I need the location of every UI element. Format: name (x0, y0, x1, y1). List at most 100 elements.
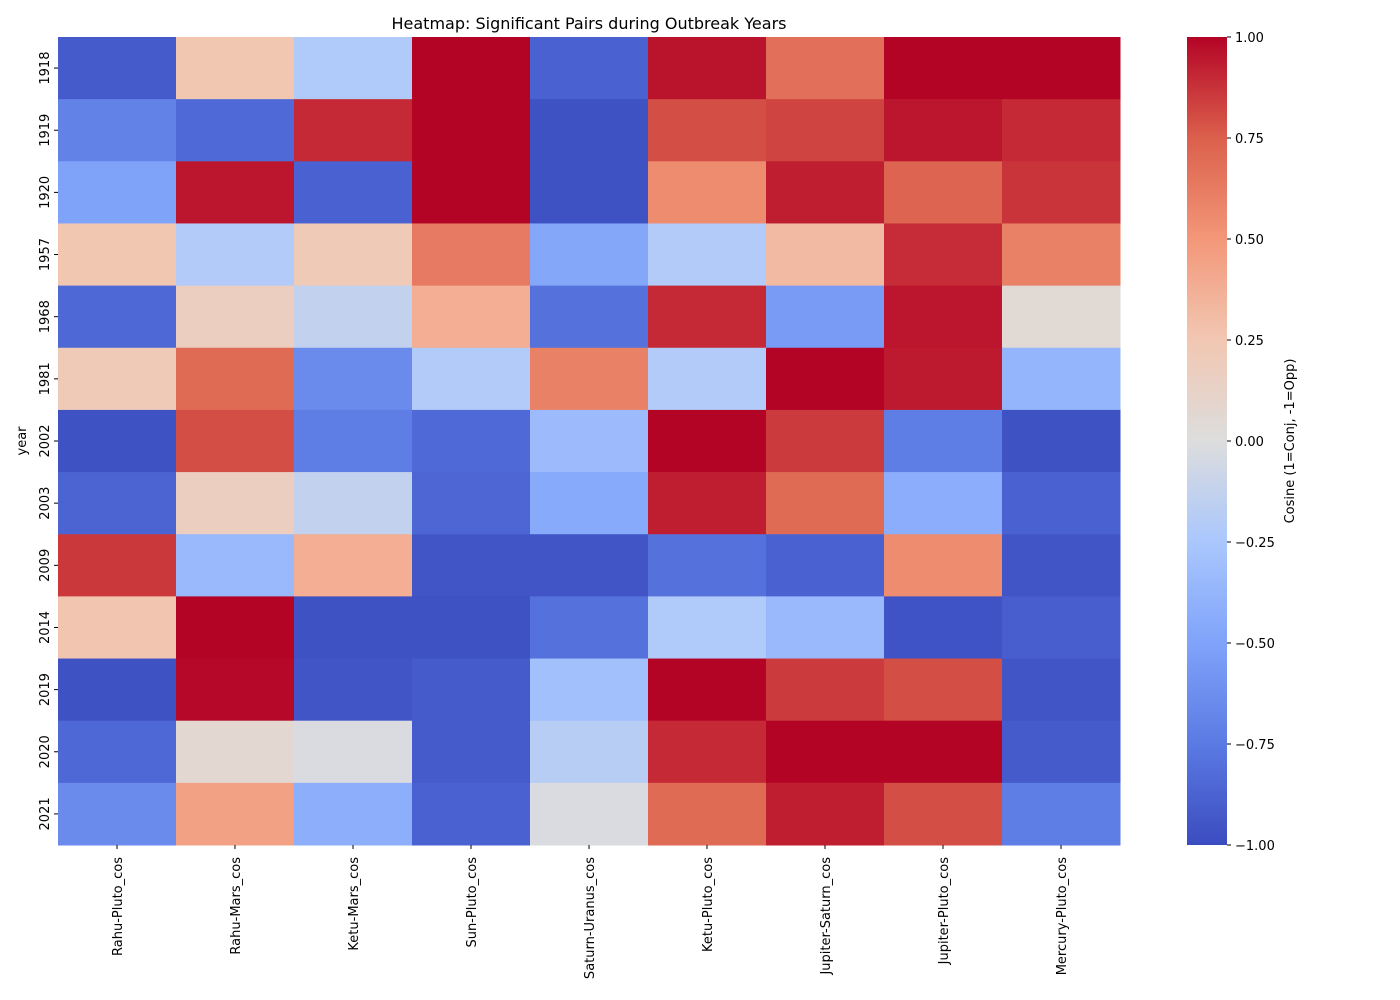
heatmap-cell (648, 161, 767, 224)
heatmap-cell (884, 161, 1003, 224)
heatmap-cell (412, 534, 531, 597)
heatmap-cell (766, 347, 885, 411)
heatmap-cell (530, 782, 649, 846)
heatmap-cell (530, 347, 649, 411)
heatmap-cell (884, 782, 1003, 846)
y-tick-label: 1919 (38, 114, 53, 147)
y-tick-label: 2021 (38, 797, 53, 830)
heatmap-cell (884, 720, 1003, 784)
y-tick-label: 2003 (38, 487, 53, 520)
heatmap-cell (294, 782, 413, 846)
x-tick-label: Ketu-Mars_cos (347, 857, 362, 951)
heatmap-cell (766, 285, 885, 349)
colorbar-tick-label: −1.00 (1235, 839, 1275, 854)
heatmap-cell (176, 223, 295, 287)
heatmap-cell (766, 409, 885, 473)
colorbar-tick-label: −0.50 (1235, 637, 1275, 652)
heatmap-cell (294, 534, 413, 597)
heatmap-cell (412, 472, 531, 535)
colorbar-gradient (1187, 37, 1227, 845)
heatmap-cell (294, 409, 413, 473)
heatmap-cell (294, 99, 413, 162)
heatmap-cell (1002, 658, 1121, 722)
y-tick-label: 2002 (38, 424, 53, 457)
heatmap-cell (884, 534, 1003, 597)
heatmap-cell (1002, 534, 1121, 597)
heatmap-cell (766, 658, 885, 722)
y-tick-label: 2019 (38, 673, 53, 706)
y-tick-label: 2020 (38, 735, 53, 768)
colorbar-ticks: 1.00 0.75 0.50 0.25 0.00 −0.25 −0.50 −0.75 −1.00 (1227, 31, 1275, 854)
heatmap-cell (884, 472, 1003, 535)
heatmap-cell (1002, 782, 1121, 846)
heatmap-cell (58, 720, 177, 784)
heatmap-cell (884, 99, 1003, 162)
heatmap-cell (648, 720, 767, 784)
heatmap-cell (176, 161, 295, 224)
heatmap-cell (176, 347, 295, 411)
heatmap-cell (530, 409, 649, 473)
heatmap-cell (294, 720, 413, 784)
heatmap-cell (766, 37, 885, 100)
heatmap-cell (648, 472, 767, 535)
heatmap-cell (176, 782, 295, 846)
colorbar-label: Cosine (1=Conj, -1=Opp) (1283, 359, 1298, 524)
heatmap-cell (176, 596, 295, 660)
y-tick-label: 1981 (38, 362, 53, 395)
heatmap-cell (530, 37, 649, 100)
heatmap-cell (766, 782, 885, 846)
x-tick-label: Mercury-Pluto_cos (1055, 857, 1070, 976)
heatmap-cell (884, 347, 1003, 411)
heatmap-cell (884, 658, 1003, 722)
heatmap-cell (648, 409, 767, 473)
heatmap-cell (58, 409, 177, 473)
heatmap-cell (58, 472, 177, 535)
heatmap-cell (648, 782, 767, 846)
colorbar-tick-label: 0.25 (1235, 334, 1264, 349)
heatmap-cell (1002, 285, 1121, 349)
y-tick-label: 1918 (38, 52, 53, 85)
colorbar-tick-label: −0.25 (1235, 536, 1275, 551)
y-tick-label: 1968 (38, 300, 53, 333)
heatmap-cell (1002, 161, 1121, 224)
heatmap-cell (1002, 347, 1121, 411)
heatmap-cell (58, 596, 177, 660)
heatmap-cell (1002, 720, 1121, 784)
heatmap-cell (766, 161, 885, 224)
y-tick-label: 1957 (38, 238, 53, 271)
heatmap-cell (1002, 409, 1121, 473)
heatmap-cell (58, 658, 177, 722)
heatmap-cell (530, 720, 649, 784)
colorbar-tick-label: −0.75 (1235, 738, 1275, 753)
y-axis-ticks: 1918 1919 1920 1957 1968 1981 2002 2003 2009 2014… (38, 52, 58, 830)
heatmap-cell (530, 472, 649, 535)
heatmap-cell (530, 99, 649, 162)
heatmap-cell (58, 347, 177, 411)
heatmap-cells (58, 37, 1121, 846)
heatmap-cell (766, 534, 885, 597)
heatmap-cell (176, 472, 295, 535)
heatmap-cell (58, 782, 177, 846)
heatmap-cell (648, 596, 767, 660)
heatmap-cell (294, 161, 413, 224)
heatmap-cell (648, 37, 767, 100)
heatmap-cell (412, 37, 531, 100)
heatmap-cell (1002, 99, 1121, 162)
heatmap-cell (648, 658, 767, 722)
heatmap-cell (1002, 37, 1121, 100)
heatmap-cell (294, 347, 413, 411)
heatmap-cell (766, 99, 885, 162)
heatmap-cell (412, 782, 531, 846)
heatmap-cell (294, 596, 413, 660)
heatmap-cell (412, 596, 531, 660)
heatmap-cell (58, 285, 177, 349)
heatmap-cell (530, 534, 649, 597)
heatmap-cell (884, 409, 1003, 473)
heatmap-cell (648, 285, 767, 349)
heatmap-cell (412, 347, 531, 411)
heatmap-cell (176, 534, 295, 597)
heatmap-cell (648, 534, 767, 597)
heatmap-cell (176, 658, 295, 722)
heatmap-cell (766, 720, 885, 784)
heatmap-cell (530, 285, 649, 349)
